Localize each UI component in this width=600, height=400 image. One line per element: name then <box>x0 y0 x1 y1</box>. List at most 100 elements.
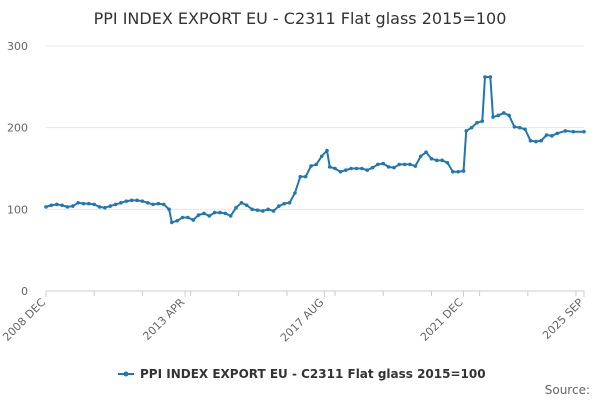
data-point[interactable] <box>563 129 568 133</box>
data-point[interactable] <box>303 174 308 179</box>
data-point[interactable] <box>309 164 313 168</box>
data-point[interactable] <box>413 164 418 168</box>
data-point[interactable] <box>397 162 402 167</box>
data-point[interactable] <box>287 201 292 205</box>
data-point[interactable] <box>266 207 270 212</box>
data-point[interactable] <box>293 191 297 195</box>
data-point[interactable] <box>376 162 380 167</box>
data-point[interactable] <box>488 75 493 79</box>
data-point[interactable] <box>327 165 332 169</box>
data-point[interactable] <box>550 134 554 138</box>
data-point[interactable] <box>191 218 196 222</box>
data-point[interactable] <box>325 148 329 153</box>
data-point[interactable] <box>186 215 190 220</box>
data-point[interactable] <box>103 205 107 210</box>
data-point[interactable] <box>424 150 428 154</box>
data-point[interactable] <box>44 205 48 209</box>
data-point[interactable] <box>234 205 238 210</box>
data-point[interactable] <box>271 209 276 213</box>
data-point[interactable] <box>480 119 485 123</box>
data-point[interactable] <box>469 125 474 130</box>
data-point[interactable] <box>360 166 364 171</box>
data-point[interactable] <box>544 133 549 137</box>
data-point[interactable] <box>496 113 501 118</box>
data-point[interactable] <box>228 214 233 218</box>
data-point[interactable] <box>571 129 576 134</box>
data-point[interactable] <box>314 162 319 167</box>
data-point[interactable] <box>60 203 64 208</box>
data-point[interactable] <box>65 205 70 209</box>
data-point[interactable] <box>207 214 212 218</box>
data-point[interactable] <box>167 207 171 212</box>
data-point[interactable] <box>528 138 533 143</box>
data-point[interactable] <box>49 203 54 208</box>
data-point[interactable] <box>418 154 423 159</box>
data-point[interactable] <box>70 204 75 208</box>
data-point[interactable] <box>170 220 174 225</box>
data-point[interactable] <box>338 169 343 174</box>
data-point[interactable] <box>239 201 244 205</box>
data-point[interactable] <box>461 169 466 173</box>
data-point[interactable] <box>354 166 359 171</box>
data-point[interactable] <box>261 209 265 213</box>
data-point[interactable] <box>145 201 150 205</box>
data-point[interactable] <box>92 202 96 207</box>
data-point[interactable] <box>582 129 586 134</box>
data-point[interactable] <box>97 205 102 209</box>
data-point[interactable] <box>343 168 348 172</box>
data-point[interactable] <box>151 202 155 207</box>
data-point[interactable] <box>319 154 324 159</box>
data-point[interactable] <box>475 120 479 125</box>
data-point[interactable] <box>108 204 113 208</box>
data-point[interactable] <box>76 201 80 205</box>
data-point[interactable] <box>298 174 303 179</box>
data-point[interactable] <box>381 161 386 166</box>
data-point[interactable] <box>534 139 538 144</box>
data-point[interactable] <box>250 207 254 212</box>
data-point[interactable] <box>277 204 281 208</box>
data-point[interactable] <box>119 201 123 205</box>
data-point[interactable] <box>87 201 91 206</box>
data-point[interactable] <box>501 111 506 115</box>
data-point[interactable] <box>464 129 469 133</box>
data-point[interactable] <box>483 75 487 79</box>
data-point[interactable] <box>539 138 543 143</box>
data-point[interactable] <box>349 166 353 171</box>
data-point[interactable] <box>113 202 118 207</box>
data-point[interactable] <box>129 198 134 203</box>
data-point[interactable] <box>223 211 228 216</box>
data-point[interactable] <box>386 165 391 169</box>
data-point[interactable] <box>523 127 527 132</box>
data-point[interactable] <box>517 125 522 130</box>
data-point[interactable] <box>402 162 407 167</box>
data-point[interactable] <box>156 201 161 206</box>
data-point[interactable] <box>202 211 206 216</box>
data-point[interactable] <box>440 158 444 163</box>
data-point[interactable] <box>370 165 375 170</box>
data-point[interactable] <box>365 168 369 172</box>
data-point[interactable] <box>491 115 495 119</box>
data-point[interactable] <box>54 202 59 207</box>
data-point[interactable] <box>161 202 166 207</box>
data-point[interactable] <box>282 201 287 206</box>
data-point[interactable] <box>392 165 396 170</box>
data-point[interactable] <box>180 215 185 220</box>
data-point[interactable] <box>451 169 455 174</box>
data-point[interactable] <box>445 160 450 165</box>
data-point[interactable] <box>81 201 86 206</box>
data-point[interactable] <box>408 162 412 167</box>
data-point[interactable] <box>512 125 517 129</box>
data-point[interactable] <box>244 203 249 208</box>
data-point[interactable] <box>124 199 129 203</box>
legend[interactable]: PPI INDEX EXPORT EU - C2311 Flat glass 2… <box>118 367 486 381</box>
data-point[interactable] <box>333 166 337 171</box>
data-point[interactable] <box>140 199 145 203</box>
data-point[interactable] <box>507 113 511 118</box>
data-point[interactable] <box>555 131 560 136</box>
data-point[interactable] <box>255 208 260 212</box>
data-point[interactable] <box>212 210 217 215</box>
data-point[interactable] <box>218 210 222 215</box>
data-point[interactable] <box>196 213 201 217</box>
data-point[interactable] <box>429 156 434 161</box>
data-point[interactable] <box>434 158 439 163</box>
